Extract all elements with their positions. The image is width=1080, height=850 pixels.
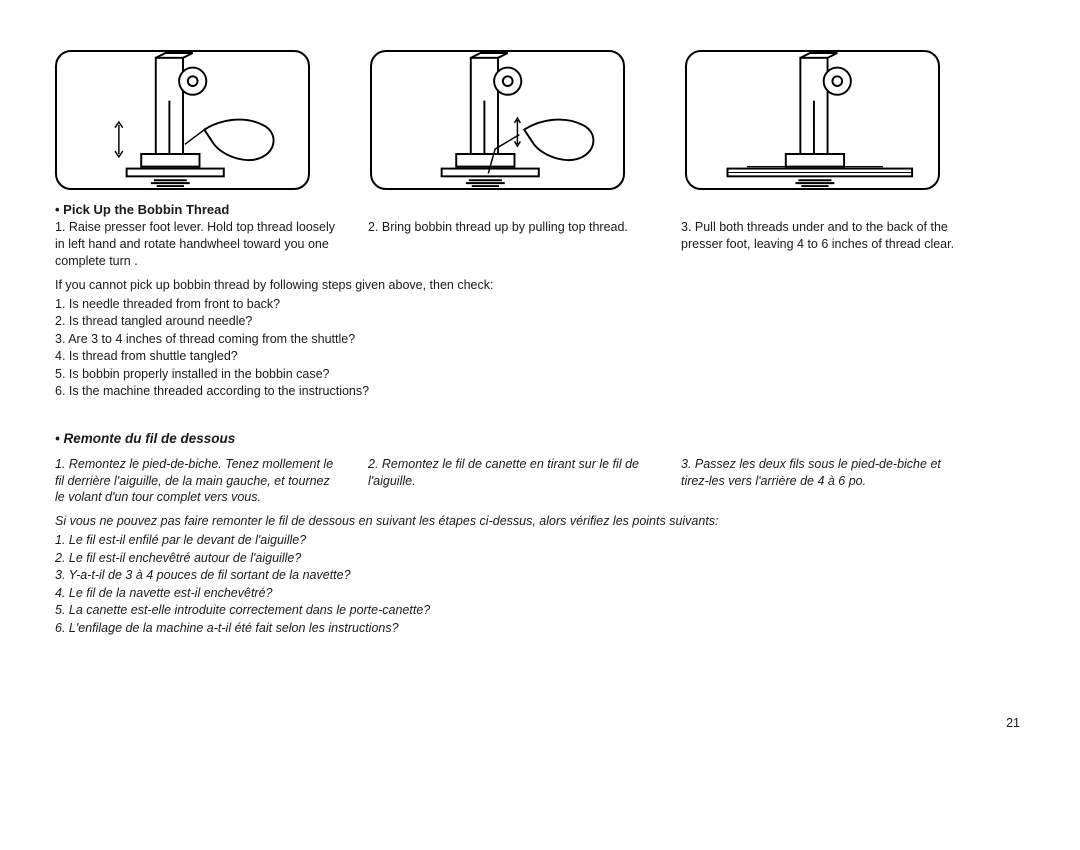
- french-ts-item: 3. Y-a-t-il de 3 à 4 pouces de fil sorta…: [55, 567, 1025, 585]
- english-instructions: Pick Up the Bobbin Thread 1. Raise press…: [55, 202, 1025, 401]
- english-ts-list: 1. Is needle threaded from front to back…: [55, 296, 1025, 401]
- english-ts-item: 3. Are 3 to 4 inches of thread coming fr…: [55, 331, 1025, 349]
- french-ts-list: 1. Le fil est-il enfilé par le devant de…: [55, 532, 1025, 637]
- english-ts-intro: If you cannot pick up bobbin thread by f…: [55, 278, 1025, 292]
- french-ts-item: 4. Le fil de la navette est-il enchevêtr…: [55, 585, 1025, 603]
- french-steps-row: 1. Remontez le pied-de-biche. Tenez moll…: [55, 456, 1025, 507]
- english-ts-item: 5. Is bobbin properly installed in the b…: [55, 366, 1025, 384]
- french-step-3: 3. Passez les deux fils sous le pied-de-…: [681, 456, 966, 507]
- sewing-machine-illustration-2: [372, 52, 623, 188]
- diagram-step-2: [370, 50, 625, 190]
- english-ts-item: 6. Is the machine threaded according to …: [55, 383, 1025, 401]
- english-ts-item: 2. Is thread tangled around needle?: [55, 313, 1025, 331]
- french-ts-item: 1. Le fil est-il enfilé par le devant de…: [55, 532, 1025, 550]
- sewing-machine-illustration-1: [57, 52, 308, 188]
- english-step-2: 2. Bring bobbin thread up by pulling top…: [368, 219, 653, 270]
- french-instructions: Remonte du fil de dessous 1. Remontez le…: [55, 431, 1025, 638]
- english-step-1: 1. Raise presser foot lever. Hold top th…: [55, 219, 340, 270]
- diagram-step-1: [55, 50, 310, 190]
- french-title: Remonte du fil de dessous: [55, 431, 1025, 446]
- french-ts-item: 6. L'enfilage de la machine a-t-il été f…: [55, 620, 1025, 638]
- english-step-3: 3. Pull both threads under and to the ba…: [681, 219, 966, 270]
- english-ts-item: 4. Is thread from shuttle tangled?: [55, 348, 1025, 366]
- french-ts-intro: Si vous ne pouvez pas faire remonter le …: [55, 514, 1025, 528]
- french-ts-item: 2. Le fil est-il enchevêtré autour de l'…: [55, 550, 1025, 568]
- diagram-row: [55, 50, 1025, 190]
- page-number: 21: [1006, 716, 1020, 730]
- french-ts-item: 5. La canette est-elle introduite correc…: [55, 602, 1025, 620]
- english-title: Pick Up the Bobbin Thread: [55, 202, 1025, 217]
- english-steps-row: 1. Raise presser foot lever. Hold top th…: [55, 219, 1025, 270]
- diagram-step-3: [685, 50, 940, 190]
- sewing-machine-illustration-3: [687, 52, 938, 188]
- english-ts-item: 1. Is needle threaded from front to back…: [55, 296, 1025, 314]
- french-step-2: 2. Remontez le fil de canette en tirant …: [368, 456, 653, 507]
- french-step-1: 1. Remontez le pied-de-biche. Tenez moll…: [55, 456, 340, 507]
